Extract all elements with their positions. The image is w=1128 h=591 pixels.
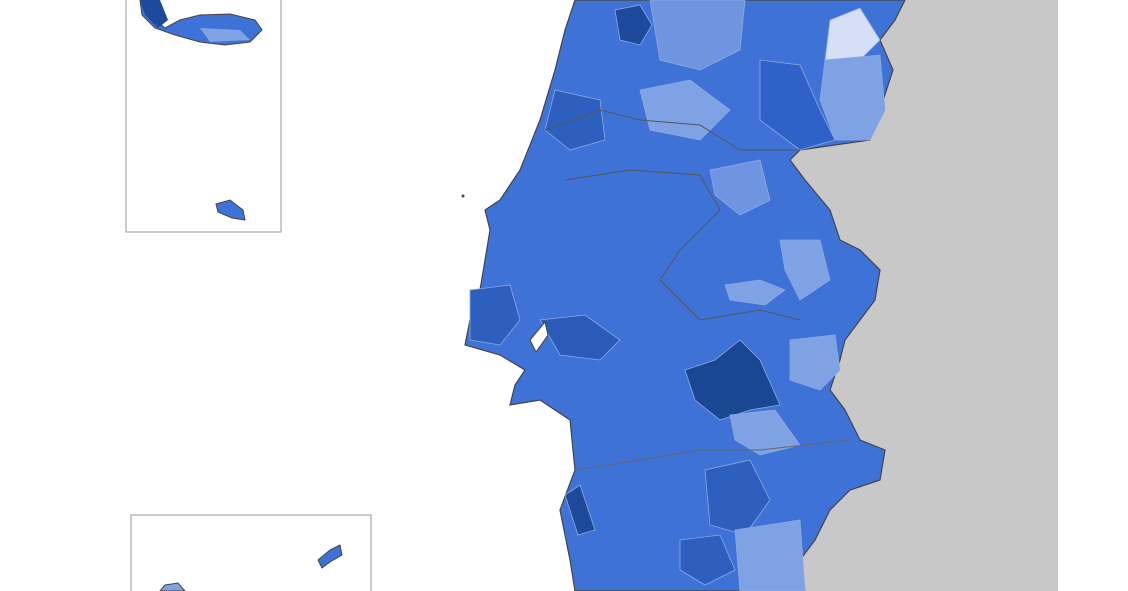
- azores-inset: [125, 0, 282, 233]
- region: [564, 484, 596, 536]
- madeira-inset: [130, 514, 372, 591]
- district-border: [564, 169, 801, 321]
- region: [779, 239, 831, 301]
- islet: [461, 194, 465, 198]
- region: [734, 519, 806, 591]
- island: [159, 582, 186, 591]
- region: [679, 534, 736, 586]
- region: [639, 79, 731, 141]
- region: [759, 59, 836, 151]
- district-border: [544, 109, 800, 151]
- region: [469, 284, 521, 346]
- island: [215, 199, 246, 221]
- island-region: [140, 0, 168, 28]
- region: [704, 459, 771, 536]
- region: [729, 409, 801, 456]
- region: [544, 89, 606, 151]
- region: [819, 54, 886, 141]
- region: [539, 314, 621, 361]
- region: [789, 334, 841, 391]
- island-region: [200, 28, 250, 42]
- portugal: [461, 0, 906, 591]
- region: [824, 7, 881, 61]
- river-estuary: [529, 320, 549, 353]
- region: [724, 279, 786, 306]
- region: [684, 339, 781, 421]
- region: [709, 159, 771, 216]
- island: [317, 544, 343, 569]
- region: [649, 0, 746, 71]
- district-border: [574, 439, 851, 471]
- region: [614, 4, 653, 46]
